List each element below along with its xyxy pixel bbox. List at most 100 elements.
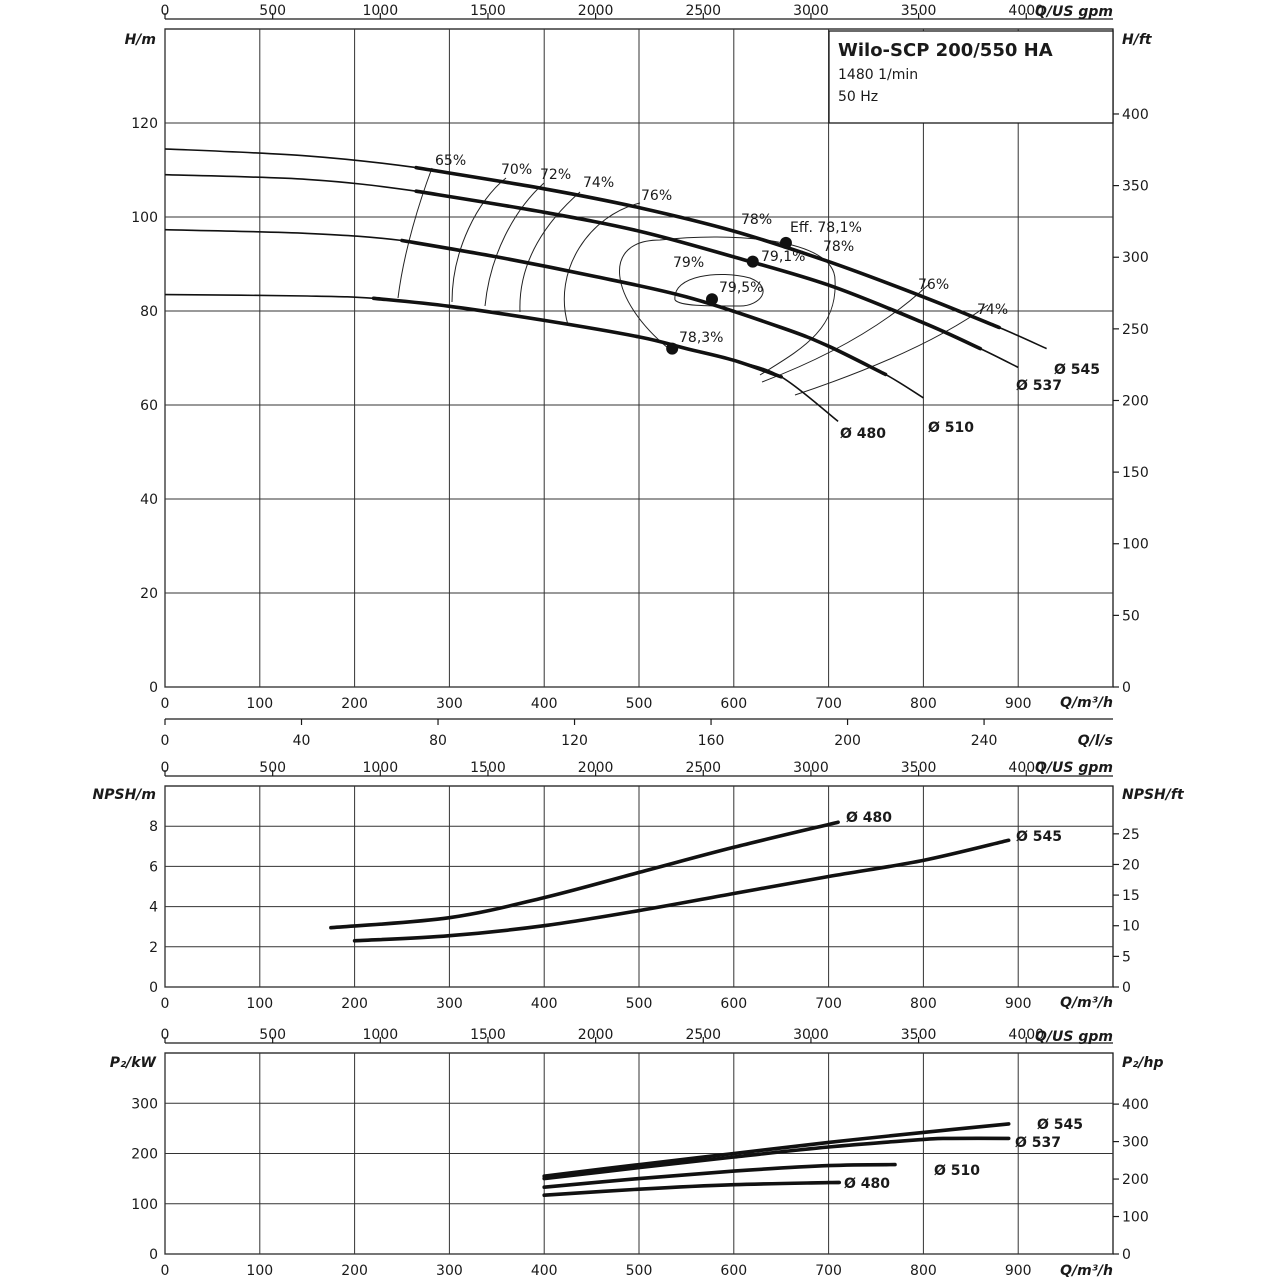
power-x-tick-label: 600 — [720, 1263, 747, 1279]
power-x-tick-label: 300 — [436, 1263, 463, 1279]
npsh-top-unit: Q/US gpm — [1035, 760, 1113, 776]
head-bottom-unit: Q/m³/h — [1060, 695, 1113, 711]
power-x-tick-label: 800 — [910, 1263, 937, 1279]
power-usgpm-tick-label: 0 — [161, 1027, 170, 1043]
power-x-tick-label: 100 — [246, 1263, 273, 1279]
head-y2-tick-label: 150 — [1122, 465, 1149, 481]
power-bottom-unit: Q/m³/h — [1060, 1263, 1113, 1279]
chart-speed: 1480 1/min — [838, 67, 918, 83]
grid-layer — [164, 13, 1119, 1255]
head-y2-tick-label: 0 — [1122, 680, 1131, 696]
power-x-tick-label: 700 — [815, 1263, 842, 1279]
head-usgpm-tick-label: 500 — [259, 3, 286, 19]
head-x-tick-label: 300 — [436, 696, 463, 712]
power-y2-tick-label: 0 — [1122, 1247, 1131, 1263]
head-y2-tick-label: 250 — [1122, 322, 1149, 338]
npsh-y-tick-label: 2 — [149, 940, 158, 956]
head-usgpm-tick-label: 1000 — [362, 3, 398, 19]
efficiency-label: 76% — [641, 188, 672, 204]
ls-tick-label: 240 — [971, 733, 998, 749]
ls-axis-unit: Q/l/s — [1078, 733, 1113, 749]
head-x-tick-label: 500 — [626, 696, 653, 712]
npsh-usgpm-tick-label: 0 — [161, 760, 170, 776]
head-y2-tick-label: 200 — [1122, 393, 1149, 409]
npsh-x-tick-label: 900 — [1005, 996, 1032, 1012]
power-y2-tick-label: 200 — [1122, 1172, 1149, 1188]
npsh-usgpm-tick-label: 2000 — [578, 760, 614, 776]
head-curve-label-537: Ø 537 — [1016, 378, 1062, 394]
bep-point — [746, 255, 759, 268]
axis-unit-labels: Q/US gpm H/m H/ft Q/m³/h Q/l/s Q/US gpm … — [93, 4, 1185, 1279]
npsh-x-tick-label: 200 — [341, 996, 368, 1012]
npsh-x-tick-label: 800 — [910, 996, 937, 1012]
npsh-y2-tick-label: 10 — [1122, 919, 1140, 935]
efficiency-contour-line — [519, 191, 581, 313]
npsh-usgpm-tick-label: 500 — [259, 760, 286, 776]
power-y2-tick-label: 100 — [1122, 1210, 1149, 1226]
head-y-tick-label: 0 — [149, 680, 158, 696]
head-y-tick-label: 100 — [131, 210, 158, 226]
head-left-unit: H/m — [125, 32, 156, 48]
power-usgpm-tick-label: 3000 — [793, 1027, 829, 1043]
head-y-tick-label: 40 — [140, 492, 158, 508]
efficiency-contour-line — [397, 167, 433, 299]
power-top-unit: Q/US gpm — [1035, 1029, 1113, 1045]
head-curve-537 — [414, 189, 983, 351]
efficiency-label: Eff. 78,1% — [790, 220, 862, 236]
power-usgpm-tick-label: 2500 — [685, 1027, 721, 1043]
efficiency-label: 70% — [501, 162, 532, 178]
npsh-usgpm-tick-label: 1000 — [362, 760, 398, 776]
head-x-tick-label: 600 — [720, 696, 747, 712]
npsh-right-unit: NPSH/ft — [1122, 787, 1185, 803]
npsh-x-tick-label: 400 — [531, 996, 558, 1012]
npsh-curve-label-480: Ø 480 — [846, 810, 892, 826]
power-x-tick-label: 900 — [1005, 1263, 1032, 1279]
npsh-x-tick-label: 0 — [161, 996, 170, 1012]
head-x-tick-label: 800 — [910, 696, 937, 712]
npsh-y-tick-label: 4 — [149, 900, 158, 916]
power-usgpm-tick-label: 2000 — [578, 1027, 614, 1043]
npsh-y2-tick-label: 25 — [1122, 827, 1140, 843]
efficiency-label: 65% — [435, 153, 466, 169]
power-curve-label-480: Ø 480 — [844, 1176, 890, 1192]
power-y2-tick-label: 300 — [1122, 1135, 1149, 1151]
head-y2-tick-label: 350 — [1122, 179, 1149, 195]
npsh-x-tick-label: 300 — [436, 996, 463, 1012]
text-layer: 0 100 200 300 400 500 600 700 800 900020406080100… — [131, 3, 1148, 1279]
head-curve-label-510: Ø 510 — [928, 420, 974, 436]
efficiency-label: 79% — [673, 255, 704, 271]
ls-tick-label: 40 — [293, 733, 311, 749]
efficiency-contour-line — [794, 304, 989, 396]
power-x-tick-label: 400 — [531, 1263, 558, 1279]
ls-tick-label: 0 — [161, 733, 170, 749]
power-curve-label-545: Ø 545 — [1037, 1117, 1083, 1133]
npsh-usgpm-tick-label: 3500 — [901, 760, 937, 776]
power-curve-label-510: Ø 510 — [934, 1163, 980, 1179]
curves-layer — [164, 148, 1047, 1197]
npsh-y2-tick-label: 15 — [1122, 888, 1140, 904]
head-curve-545 — [414, 165, 1001, 330]
efficiency-contour-line — [563, 202, 641, 326]
bep-point — [779, 236, 792, 249]
head-x-tick-label: 100 — [246, 696, 273, 712]
efficiency-label: 74% — [977, 302, 1008, 318]
chart-frequency: 50 Hz — [838, 89, 878, 105]
power-x-tick-label: 0 — [161, 1263, 170, 1279]
npsh-y2-tick-label: 20 — [1122, 857, 1140, 873]
npsh-usgpm-tick-label: 4000 — [1008, 760, 1044, 776]
efficiency-contour-line — [674, 273, 764, 307]
efficiency-label: 78% — [823, 239, 854, 255]
power-left-unit: P₂/kW — [110, 1055, 157, 1071]
head-usgpm-tick-label: 4000 — [1008, 3, 1044, 19]
head-x-tick-label: 0 — [161, 696, 170, 712]
head-x-tick-label: 700 — [815, 696, 842, 712]
head-y2-tick-label: 300 — [1122, 250, 1149, 266]
npsh-y2-tick-label: 0 — [1122, 980, 1131, 996]
npsh-curve-480 — [329, 820, 840, 930]
efficiency-contours — [397, 167, 989, 396]
power-x-tick-label: 500 — [626, 1263, 653, 1279]
npsh-x-tick-label: 600 — [720, 996, 747, 1012]
npsh-curve-545 — [352, 838, 1011, 943]
npsh-usgpm-tick-label: 1500 — [470, 760, 506, 776]
